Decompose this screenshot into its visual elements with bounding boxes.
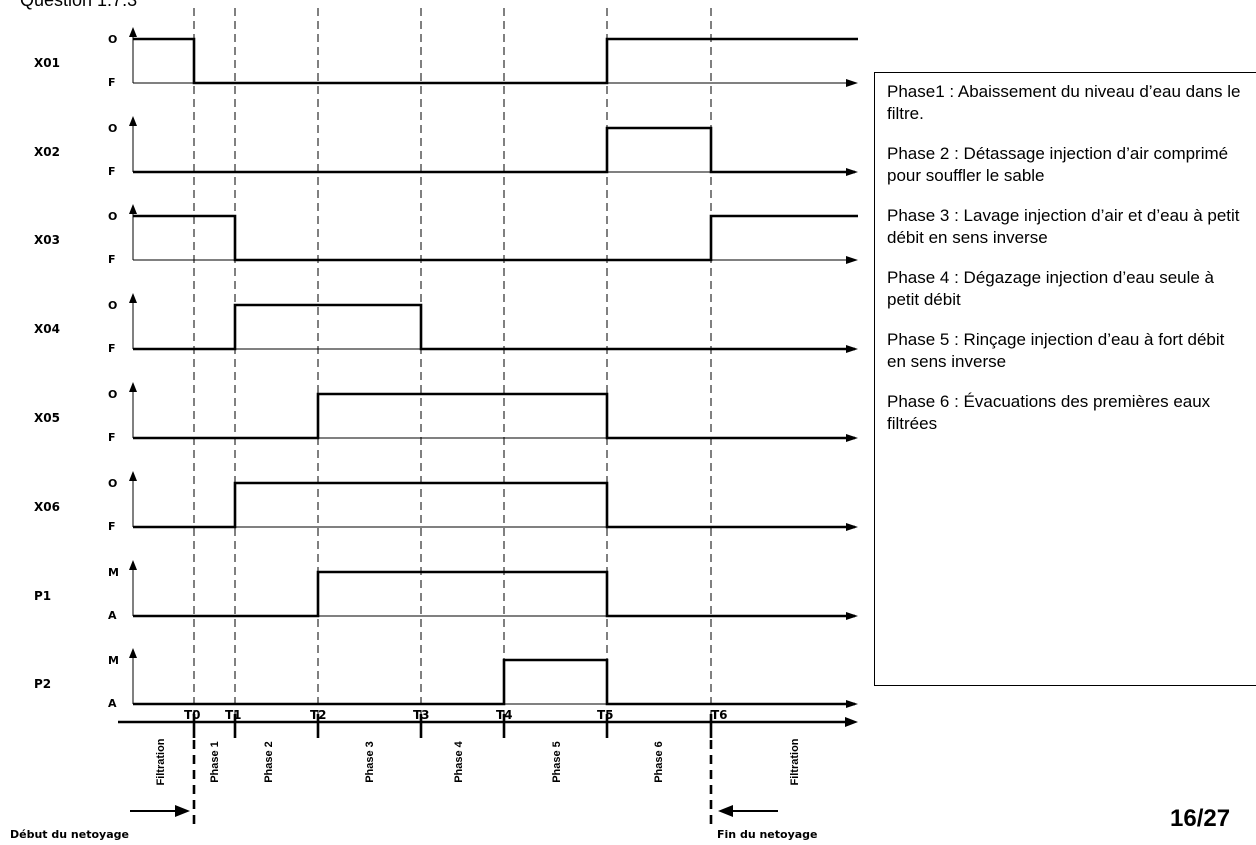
on-state-label: O xyxy=(108,477,117,490)
on-state-label: O xyxy=(108,388,117,401)
phase-label: Filtration xyxy=(155,738,167,785)
level-axis-arrow-icon xyxy=(129,204,137,214)
off-state-label: F xyxy=(108,431,116,444)
level-axis-arrow-icon xyxy=(129,560,137,570)
signal-x05: X05 O F xyxy=(34,382,858,444)
level-axis-arrow-icon xyxy=(129,382,137,392)
signal-x02: X02 O F xyxy=(34,116,858,178)
off-state-label: F xyxy=(108,342,116,355)
on-state-label: O xyxy=(108,210,117,223)
time-axis-arrow-icon xyxy=(846,79,858,87)
time-label: T1 xyxy=(225,708,242,722)
level-axis-arrow-icon xyxy=(129,293,137,303)
phase-description: Phase 2 : Détassage injection d’air comp… xyxy=(887,144,1229,185)
signal-name: X03 xyxy=(34,233,60,247)
signal-waveform xyxy=(133,214,858,262)
question-header: Question 1.7.3 xyxy=(20,0,137,10)
level-axis-arrow-icon xyxy=(129,27,137,37)
signal-waveform xyxy=(133,570,855,618)
signal-p2: P2 M A xyxy=(34,648,858,710)
on-state-label: M xyxy=(108,654,119,667)
signal-waveform xyxy=(133,126,855,174)
phase-label: Phase 1 xyxy=(209,741,221,783)
page-number: 16/27 xyxy=(1170,805,1230,832)
end-arrow-head-icon xyxy=(718,805,733,817)
phase-label: Phase 2 xyxy=(263,741,275,783)
signal-x06: X06 O F xyxy=(34,471,858,533)
off-state-label: F xyxy=(108,520,116,533)
timeline-layer: T0 T1 T2 T3 T4 T5 T6 Filtration Phase 1 Phase 2 Ph… xyxy=(10,8,858,841)
end-label: Fin du netoyage xyxy=(717,828,818,841)
phase-description: Phase 5 : Rinçage injection d’eau à fort… xyxy=(887,330,1225,371)
signal-p1: P1 M A xyxy=(34,560,858,622)
signal-waveform xyxy=(133,481,855,529)
signal-name: X04 xyxy=(34,322,60,336)
on-state-label: M xyxy=(108,566,119,579)
signal-x04: X04 O F xyxy=(34,293,858,355)
time-label: T2 xyxy=(310,708,327,722)
phase-label: Phase 3 xyxy=(364,741,376,783)
off-state-label: F xyxy=(108,165,116,178)
signal-x01: X01 O F xyxy=(34,27,858,89)
on-state-label: O xyxy=(108,33,117,46)
start-label: Début du netoyage xyxy=(10,828,129,841)
signal-name: P1 xyxy=(34,589,51,603)
signals-layer: X01 O F X02 O F X03 O F X04 O F X05 O F X06 O F P1 M A P2 M A xyxy=(34,27,858,710)
off-state-label: A xyxy=(108,609,117,622)
signal-name: P2 xyxy=(34,677,51,691)
on-state-label: O xyxy=(108,299,117,312)
signal-name: X01 xyxy=(34,56,60,70)
time-label: T6 xyxy=(711,708,728,722)
off-state-label: F xyxy=(108,76,116,89)
on-state-label: O xyxy=(108,122,117,135)
phase-label: Phase 4 xyxy=(453,740,465,782)
phase-description-box: Phase1 : Abaissement du niveau d’eau dan… xyxy=(874,72,1256,686)
off-state-label: A xyxy=(108,697,117,710)
signal-waveform xyxy=(133,37,858,85)
phase-label: Phase 6 xyxy=(653,741,665,783)
time-label: T3 xyxy=(413,708,430,722)
phase-description: Phase 6 : Évacuations des premières eaux… xyxy=(887,392,1211,433)
phase-label: Filtration xyxy=(789,738,801,785)
level-axis-arrow-icon xyxy=(129,116,137,126)
phase-description: Phase1 : Abaissement du niveau d’eau dan… xyxy=(887,82,1241,123)
phase-timeline-arrow-icon xyxy=(845,717,858,727)
signal-waveform xyxy=(133,658,855,706)
time-label: T0 xyxy=(184,708,201,722)
time-label: T4 xyxy=(496,708,513,722)
signal-name: X05 xyxy=(34,411,60,425)
signal-waveform xyxy=(133,392,855,440)
level-axis-arrow-icon xyxy=(129,471,137,481)
phase-label: Phase 5 xyxy=(551,741,563,783)
signal-x03: X03 O F xyxy=(34,204,858,266)
phase-description: Phase 4 : Dégazage injection d’eau seule… xyxy=(887,268,1215,309)
time-axis-arrow-icon xyxy=(846,256,858,264)
signal-name: X02 xyxy=(34,145,60,159)
off-state-label: F xyxy=(108,253,116,266)
time-label: T5 xyxy=(597,708,614,722)
phase-description: Phase 3 : Lavage injection d’air et d’ea… xyxy=(887,206,1240,247)
signal-name: X06 xyxy=(34,500,60,514)
level-axis-arrow-icon xyxy=(129,648,137,658)
start-arrow-head-icon xyxy=(175,805,190,817)
signal-waveform xyxy=(133,303,855,351)
